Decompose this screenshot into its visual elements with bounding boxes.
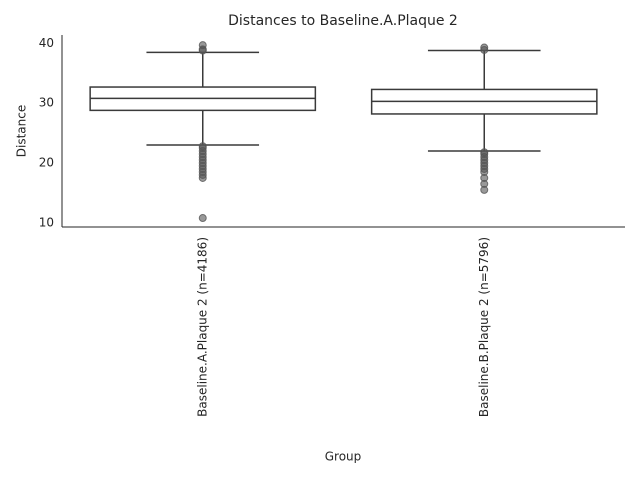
x-axis-label: Group <box>325 450 362 464</box>
outlier <box>198 46 207 55</box>
y-tick-label: 20 <box>39 156 54 170</box>
x-tick-label: Baseline.B.Plaque 2 (n=5796) <box>477 237 491 417</box>
y-tick-label: 10 <box>39 215 54 229</box>
y-tick-label: 40 <box>39 36 54 50</box>
outlier <box>480 45 489 54</box>
outlier <box>198 214 207 223</box>
chart-title: Distances to Baseline.A.Plaque 2 <box>228 13 458 29</box>
outlier <box>480 185 489 194</box>
x-tick-label: Baseline.A.Plaque 2 (n=4186) <box>195 237 209 417</box>
y-tick-label: 30 <box>39 96 54 110</box>
outlier <box>198 173 207 182</box>
y-axis-label: Distance <box>15 105 29 157</box>
